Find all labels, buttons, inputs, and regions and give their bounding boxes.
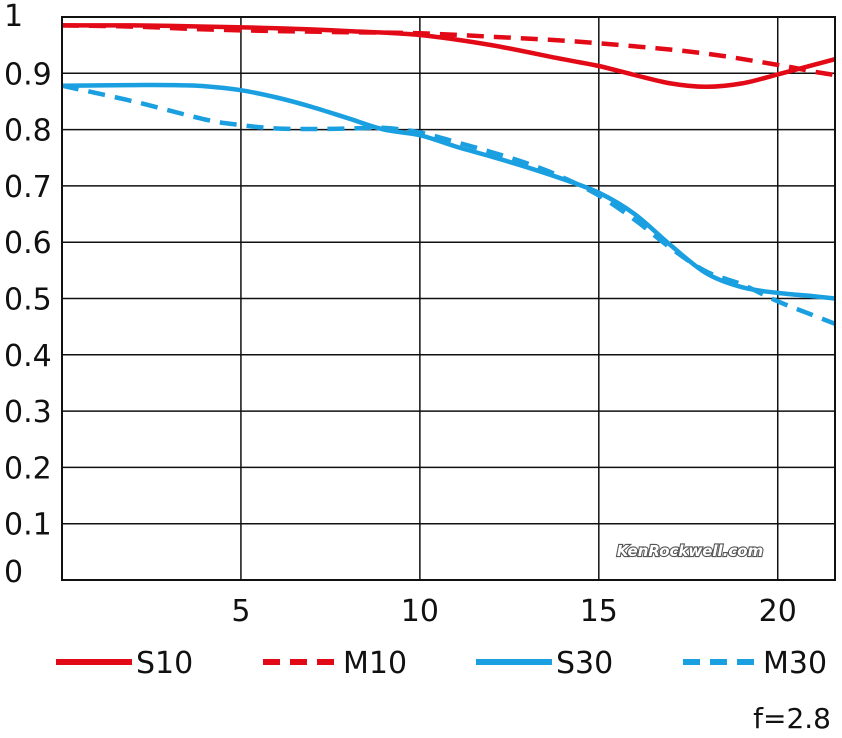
- y-tick-label: 0: [4, 555, 23, 590]
- y-tick-label: 0.9: [4, 57, 52, 92]
- legend-label-m30: M30: [763, 646, 827, 681]
- series-line-m10: [61, 23, 836, 78]
- y-tick-label: 0.3: [4, 395, 52, 430]
- y-tick-label: 0.7: [4, 170, 52, 205]
- y-tick-label: 0.4: [4, 339, 52, 374]
- x-tick-label: 15: [580, 594, 618, 629]
- y-tick-label: 1: [4, 0, 23, 34]
- y-axis-tick-labels: 0 0.1 0.2 0.3 0.4 0.5 0.6 0.7 0.8 0.9 1: [4, 0, 52, 590]
- y-tick-label: 0.1: [4, 508, 52, 543]
- series-line-s30: [61, 82, 836, 301]
- series-line-s10: [61, 23, 836, 90]
- y-tick-label: 0.6: [4, 226, 52, 261]
- x-axis-tick-labels: 5 10 15 20: [231, 594, 796, 629]
- series-line-m30: [61, 83, 836, 326]
- y-tick-label: 0.5: [4, 283, 52, 318]
- legend-label-s10: S10: [136, 646, 193, 681]
- aperture-note: f=2.8: [753, 702, 831, 735]
- plot-frame: [61, 16, 836, 581]
- y-tick-label: 0.8: [4, 114, 52, 149]
- watermark-text: KenRockwell.com: [617, 542, 763, 560]
- x-tick-label: 20: [759, 594, 797, 629]
- legend-label-s30: S30: [556, 646, 613, 681]
- legend-label-m10: M10: [343, 646, 407, 681]
- x-tick-label: 10: [401, 594, 439, 629]
- y-tick-label: 0.2: [4, 451, 52, 486]
- legend: S10 M10 S30 M30: [56, 646, 827, 681]
- series-layer: [61, 23, 836, 326]
- x-tick-label: 5: [231, 594, 250, 629]
